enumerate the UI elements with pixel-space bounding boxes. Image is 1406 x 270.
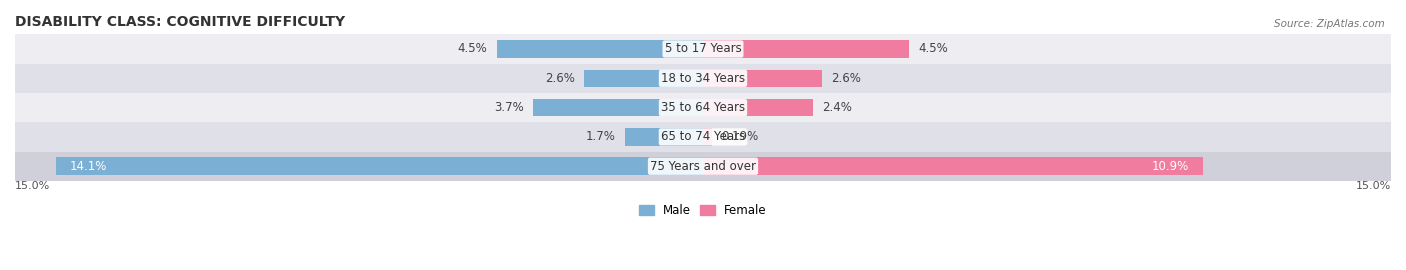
Text: 15.0%: 15.0%	[15, 181, 51, 191]
Text: 2.6%: 2.6%	[544, 72, 575, 85]
Bar	[15, 151, 1391, 181]
Text: 15.0%: 15.0%	[1355, 181, 1391, 191]
Text: 2.4%: 2.4%	[823, 101, 852, 114]
Text: 0.19%: 0.19%	[721, 130, 758, 143]
Bar	[15, 122, 1391, 151]
Text: 4.5%: 4.5%	[458, 42, 488, 56]
Bar	[533, 99, 703, 116]
Bar	[15, 64, 1391, 93]
Bar	[15, 93, 1391, 122]
Bar	[703, 157, 1204, 175]
Bar	[703, 69, 823, 87]
Text: 3.7%: 3.7%	[495, 101, 524, 114]
Bar	[703, 40, 910, 58]
Text: 14.1%: 14.1%	[70, 160, 107, 173]
Text: DISABILITY CLASS: COGNITIVE DIFFICULTY: DISABILITY CLASS: COGNITIVE DIFFICULTY	[15, 15, 344, 29]
Text: 65 to 74 Years: 65 to 74 Years	[661, 130, 745, 143]
Text: 5 to 17 Years: 5 to 17 Years	[665, 42, 741, 56]
Bar	[626, 128, 703, 146]
Bar	[703, 128, 711, 146]
Text: 1.7%: 1.7%	[586, 130, 616, 143]
Bar	[56, 157, 703, 175]
Text: 18 to 34 Years: 18 to 34 Years	[661, 72, 745, 85]
Bar	[15, 34, 1391, 64]
Bar	[583, 69, 703, 87]
Text: 4.5%: 4.5%	[918, 42, 948, 56]
Text: 35 to 64 Years: 35 to 64 Years	[661, 101, 745, 114]
Legend: Male, Female: Male, Female	[634, 200, 772, 222]
Text: Source: ZipAtlas.com: Source: ZipAtlas.com	[1274, 19, 1385, 29]
Text: 75 Years and over: 75 Years and over	[650, 160, 756, 173]
Text: 2.6%: 2.6%	[831, 72, 862, 85]
Bar	[496, 40, 703, 58]
Text: 10.9%: 10.9%	[1152, 160, 1189, 173]
Bar	[703, 99, 813, 116]
